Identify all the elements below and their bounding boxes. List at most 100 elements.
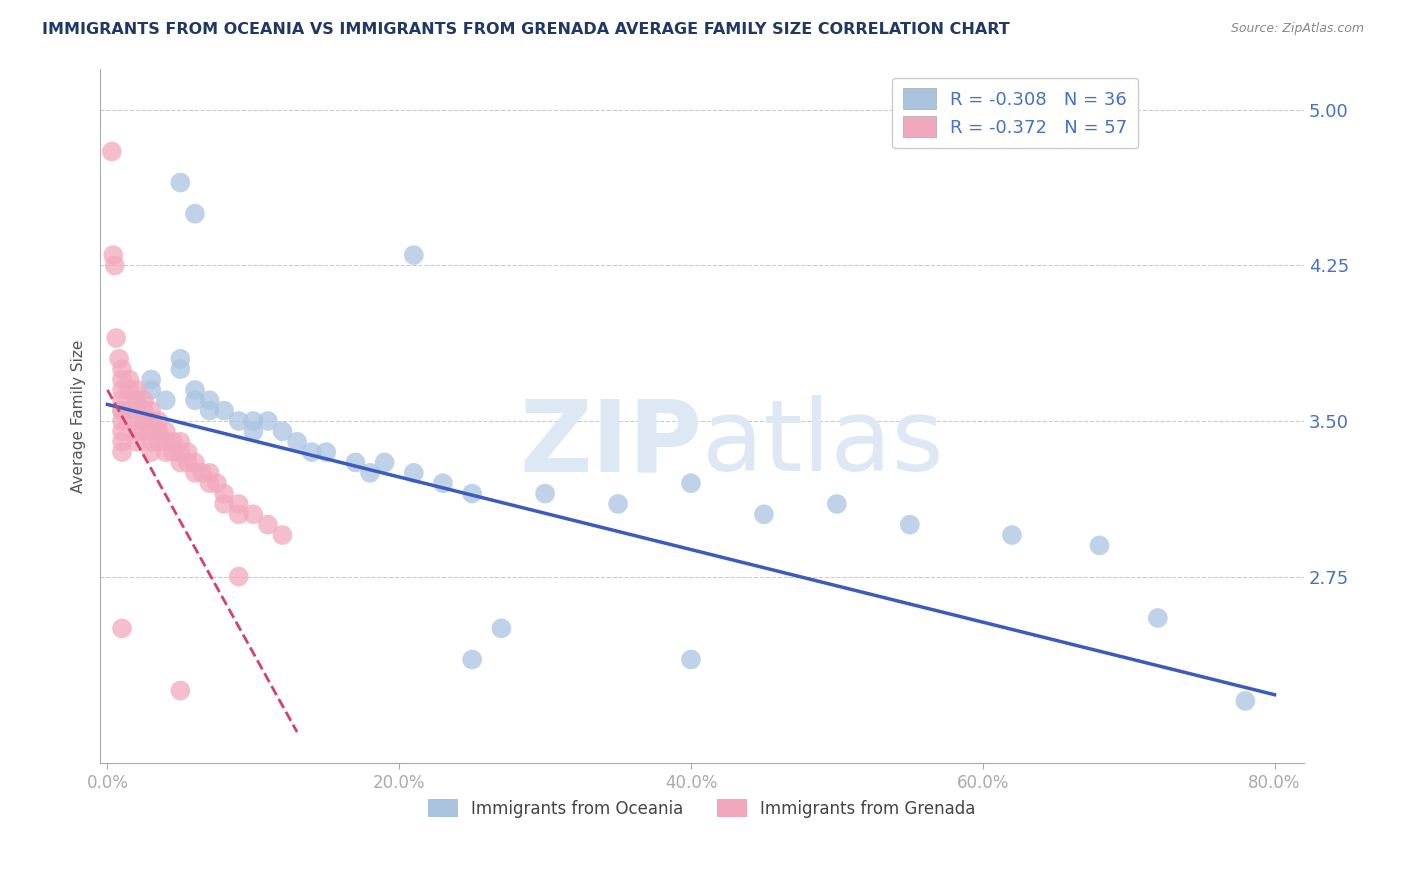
Point [402, 466, 425, 480]
Point [184, 393, 207, 408]
Point [257, 517, 280, 532]
Point [125, 403, 148, 417]
Point [111, 403, 134, 417]
Point [141, 445, 163, 459]
Point [155, 445, 177, 459]
Point [752, 508, 775, 522]
Point [111, 393, 134, 408]
Point [169, 434, 191, 449]
Point [101, 145, 124, 159]
Point [1234, 694, 1257, 708]
Point [461, 486, 484, 500]
Point [132, 393, 155, 408]
Point [132, 425, 155, 439]
Point [111, 434, 134, 449]
Point [184, 455, 207, 469]
Point [191, 466, 214, 480]
Point [125, 393, 148, 408]
Point [315, 445, 337, 459]
Point [155, 425, 177, 439]
Text: atlas: atlas [702, 395, 943, 492]
Point [118, 372, 141, 386]
Point [125, 414, 148, 428]
Point [111, 403, 134, 417]
Point [271, 528, 294, 542]
Point [111, 362, 134, 376]
Point [432, 476, 454, 491]
Point [141, 414, 163, 428]
Point [1001, 528, 1024, 542]
Point [111, 621, 134, 635]
Point [242, 414, 264, 428]
Y-axis label: Average Family Size: Average Family Size [72, 339, 86, 492]
Point [825, 497, 848, 511]
Point [141, 425, 163, 439]
Point [228, 508, 250, 522]
Point [198, 393, 221, 408]
Text: ZIP: ZIP [519, 395, 702, 492]
Point [111, 425, 134, 439]
Point [103, 248, 125, 262]
Point [155, 434, 177, 449]
Point [169, 683, 191, 698]
Text: Source: ZipAtlas.com: Source: ZipAtlas.com [1230, 22, 1364, 36]
Point [205, 476, 228, 491]
Point [111, 414, 134, 428]
Point [461, 652, 484, 666]
Point [198, 476, 221, 491]
Point [402, 248, 425, 262]
Point [679, 476, 702, 491]
Point [132, 403, 155, 417]
Point [491, 621, 513, 635]
Point [374, 455, 396, 469]
Point [359, 466, 381, 480]
Point [141, 434, 163, 449]
Point [1146, 611, 1168, 625]
Point [111, 372, 134, 386]
Point [125, 393, 148, 408]
Point [141, 403, 163, 417]
Point [169, 445, 191, 459]
Point [141, 372, 163, 386]
Point [198, 403, 221, 417]
Point [301, 445, 323, 459]
Point [898, 517, 921, 532]
Point [169, 362, 191, 376]
Point [1088, 538, 1111, 552]
Point [155, 393, 177, 408]
Point [125, 434, 148, 449]
Legend: Immigrants from Oceania, Immigrants from Grenada: Immigrants from Oceania, Immigrants from… [422, 793, 983, 824]
Point [125, 425, 148, 439]
Point [242, 508, 264, 522]
Point [141, 383, 163, 397]
Point [184, 466, 207, 480]
Point [228, 497, 250, 511]
Point [108, 351, 131, 366]
Point [285, 434, 308, 449]
Point [111, 383, 134, 397]
Point [607, 497, 630, 511]
Point [162, 434, 184, 449]
Text: IMMIGRANTS FROM OCEANIA VS IMMIGRANTS FROM GRENADA AVERAGE FAMILY SIZE CORRELATI: IMMIGRANTS FROM OCEANIA VS IMMIGRANTS FR… [42, 22, 1010, 37]
Point [125, 383, 148, 397]
Point [198, 466, 221, 480]
Point [242, 425, 264, 439]
Point [257, 414, 280, 428]
Point [105, 331, 128, 345]
Point [271, 425, 294, 439]
Point [169, 351, 191, 366]
Point [169, 455, 191, 469]
Point [176, 455, 198, 469]
Point [212, 497, 235, 511]
Point [104, 259, 127, 273]
Point [148, 414, 170, 428]
Point [212, 486, 235, 500]
Point [184, 207, 207, 221]
Point [679, 652, 702, 666]
Point [534, 486, 557, 500]
Point [169, 176, 191, 190]
Point [118, 383, 141, 397]
Point [344, 455, 367, 469]
Point [228, 414, 250, 428]
Point [176, 445, 198, 459]
